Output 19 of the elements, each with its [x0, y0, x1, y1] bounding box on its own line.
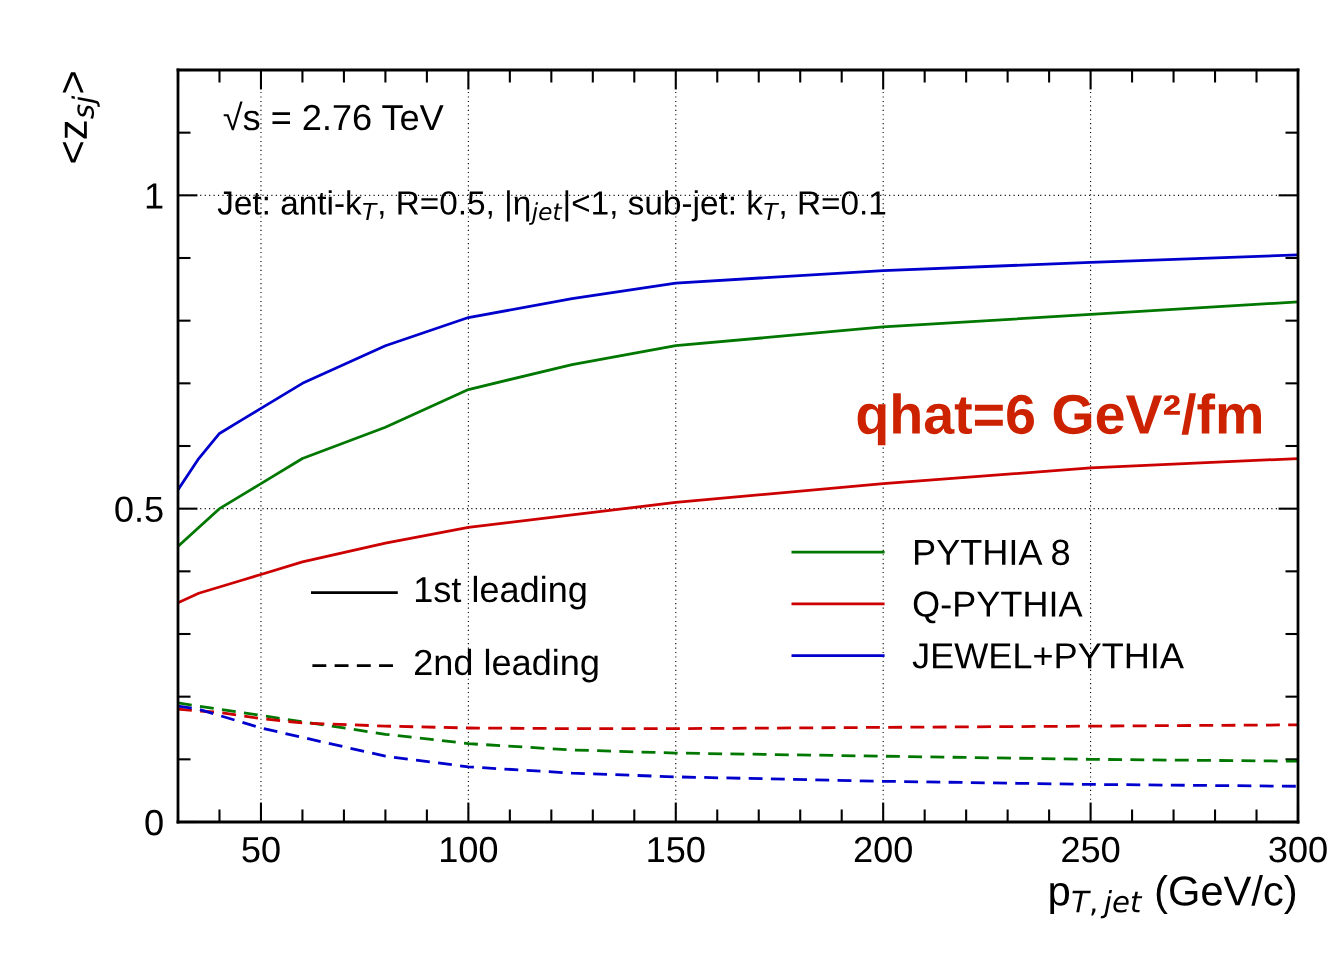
- annotation: Jet: anti-k$_{T}$, R=0.5, |η$_{jet}$|<1, sub-jet: k$_{T}$, R=0.1: [217, 190, 886, 225]
- legend-label: PYTHIA 8: [915, 539, 1070, 566]
- x-tick-label: 250: [1062, 836, 1120, 863]
- y-tick-label: 0.5: [115, 496, 163, 523]
- x-axis-title: p$_{T,jet}$ (GeV/c): [1050, 875, 1296, 919]
- x-tick-label: 150: [648, 836, 705, 863]
- x-tick-label: 300: [1269, 836, 1327, 863]
- legend-label: Q-PYTHIA: [913, 591, 1083, 624]
- x-tick-label: 100: [441, 836, 498, 863]
- legend-label: JEWEL+PYTHIA: [912, 643, 1184, 669]
- x-tick-label: 200: [854, 836, 912, 863]
- y-tick-label: 0: [145, 809, 163, 836]
- annotation: √s = 2.76 TeV: [223, 101, 444, 131]
- annotation: 1st leading: [415, 575, 586, 610]
- annotation: 2nd leading: [415, 648, 598, 683]
- annotation: qhat=6 GeV²/fm: [857, 393, 1261, 446]
- y-axis-title: <z$_{sj}$>: [62, 72, 100, 163]
- y-tick-label: 1: [146, 183, 163, 209]
- x-tick-label: 50: [242, 836, 280, 863]
